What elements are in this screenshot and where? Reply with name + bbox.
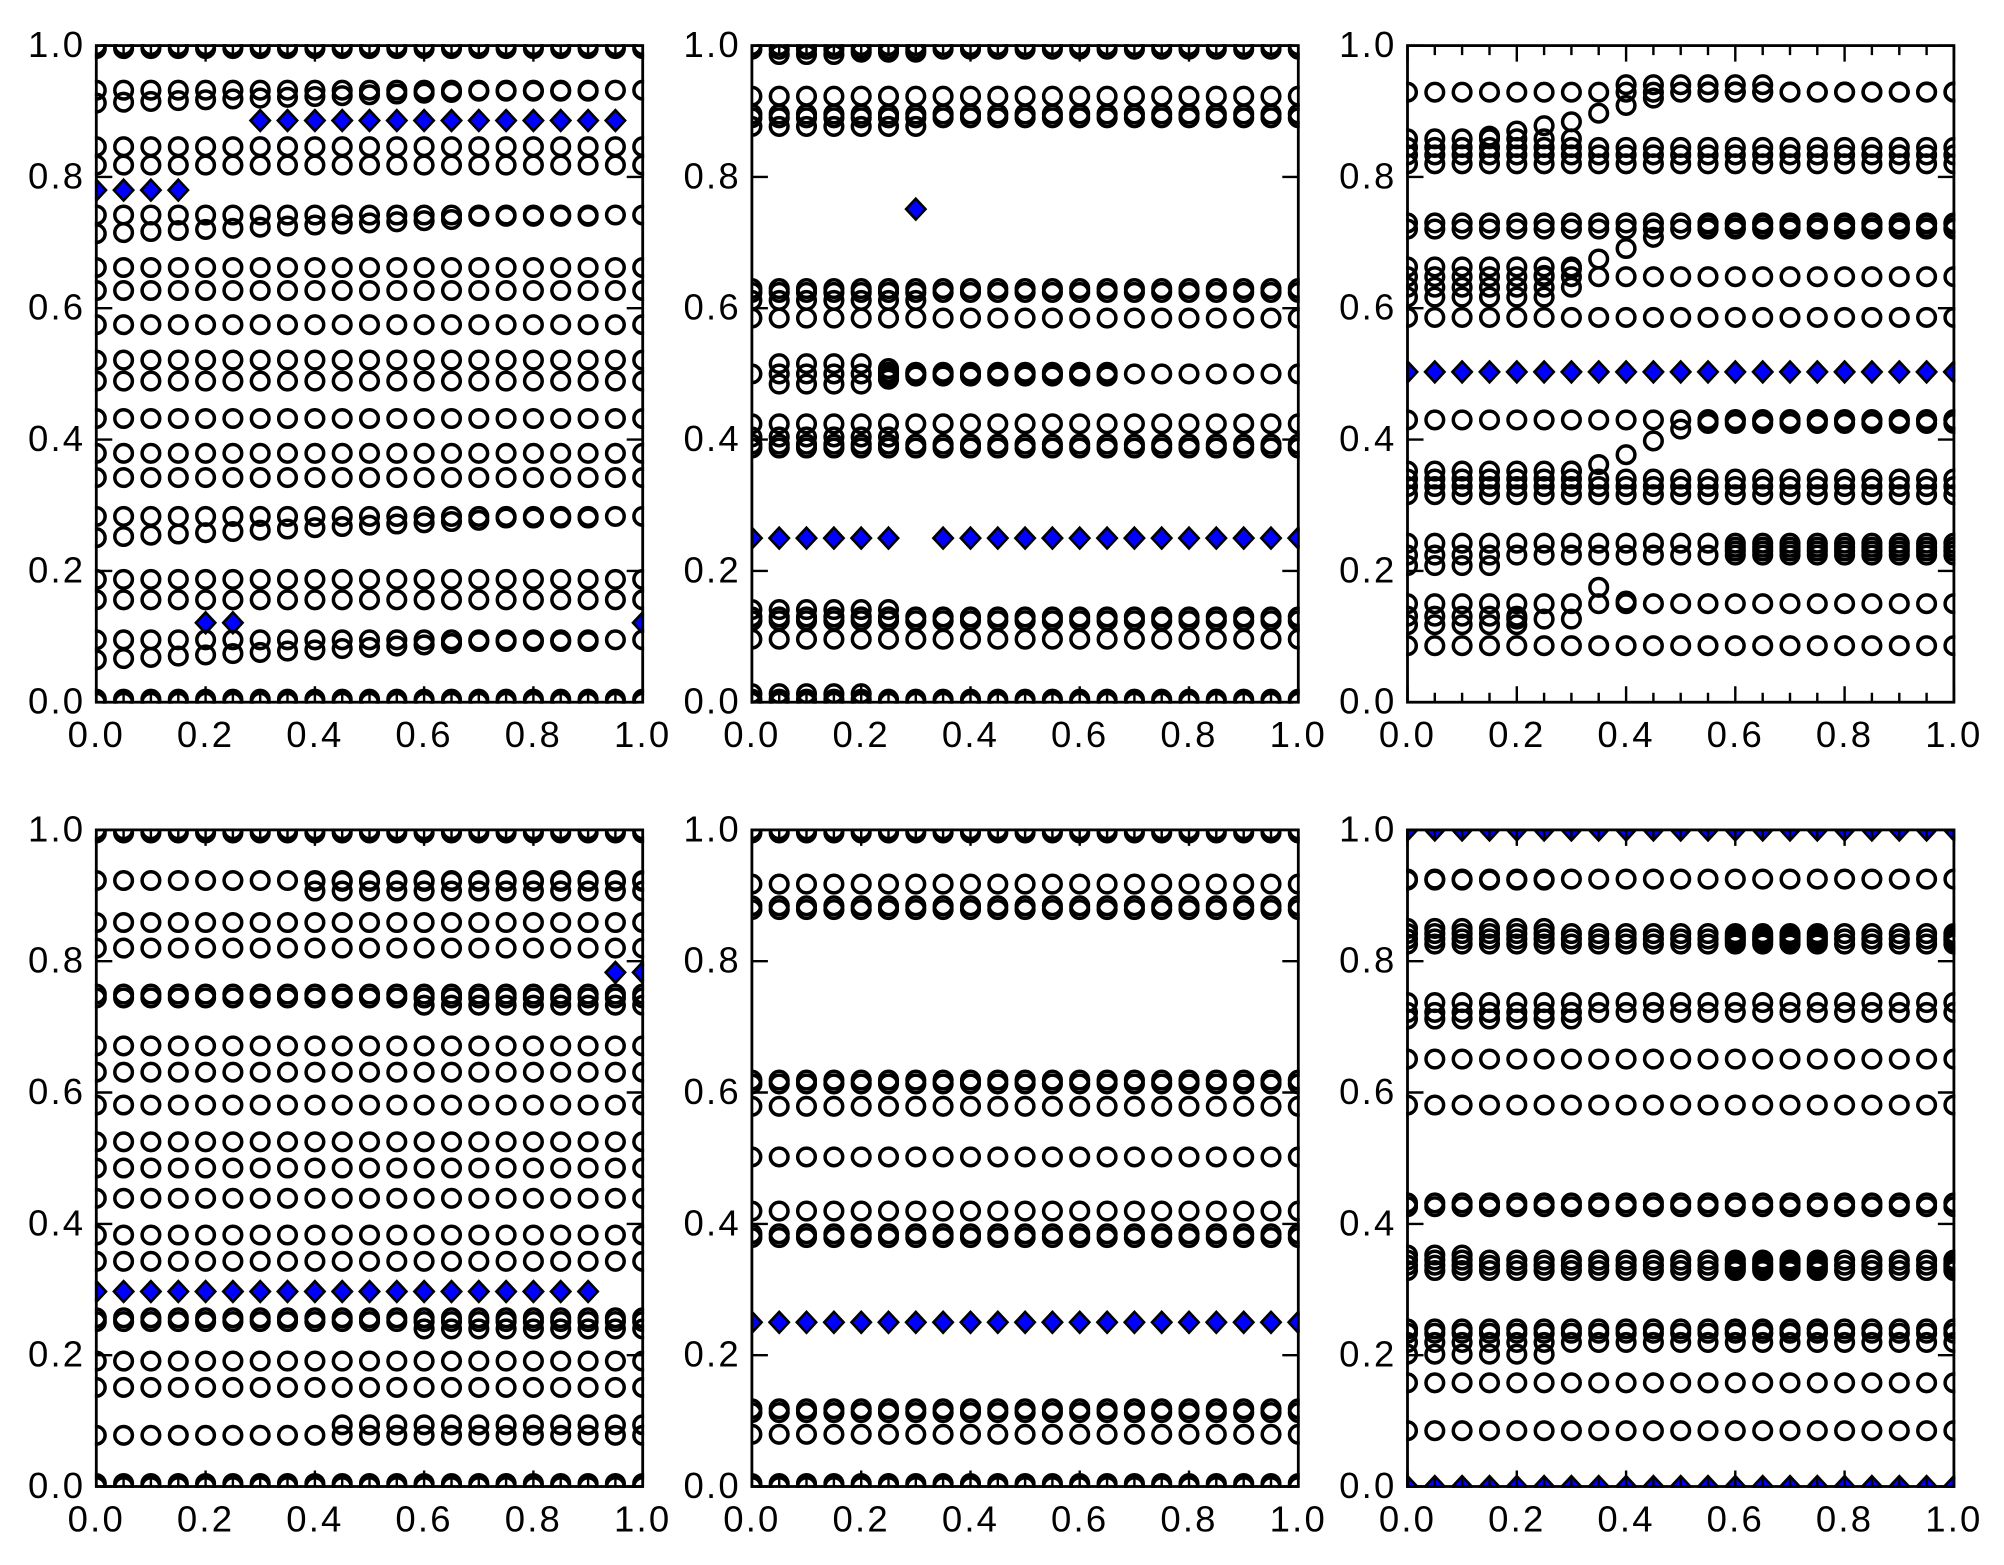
svg-text:0.4: 0.4 bbox=[286, 1499, 343, 1540]
svg-text:0.8: 0.8 bbox=[28, 155, 85, 196]
svg-text:0.8: 0.8 bbox=[1160, 714, 1217, 755]
svg-text:0.4: 0.4 bbox=[684, 1202, 741, 1243]
svg-text:0.2: 0.2 bbox=[1339, 549, 1396, 590]
svg-text:0.8: 0.8 bbox=[28, 940, 85, 981]
svg-text:0.2: 0.2 bbox=[684, 1334, 741, 1375]
svg-text:0.0: 0.0 bbox=[68, 1499, 125, 1540]
svg-text:0.4: 0.4 bbox=[942, 1499, 999, 1540]
svg-text:0.2: 0.2 bbox=[177, 1499, 234, 1540]
svg-text:0.0: 0.0 bbox=[1339, 1465, 1396, 1506]
svg-text:1.0: 1.0 bbox=[1339, 808, 1396, 849]
svg-text:1.0: 1.0 bbox=[1925, 1499, 1982, 1540]
svg-text:0.6: 0.6 bbox=[28, 287, 85, 328]
svg-text:0.2: 0.2 bbox=[28, 1334, 85, 1375]
svg-text:0.0: 0.0 bbox=[723, 1499, 780, 1540]
svg-text:0.0: 0.0 bbox=[1379, 1499, 1436, 1540]
svg-text:1.0: 1.0 bbox=[1925, 714, 1982, 755]
svg-text:0.2: 0.2 bbox=[28, 549, 85, 590]
svg-text:0.2: 0.2 bbox=[177, 714, 234, 755]
svg-text:0.4: 0.4 bbox=[1339, 418, 1396, 459]
svg-text:1.0: 1.0 bbox=[614, 1499, 671, 1540]
svg-text:0.6: 0.6 bbox=[1051, 714, 1108, 755]
svg-text:0.8: 0.8 bbox=[684, 155, 741, 196]
svg-text:0.0: 0.0 bbox=[723, 714, 780, 755]
svg-text:0.0: 0.0 bbox=[28, 1465, 85, 1506]
svg-text:1.0: 1.0 bbox=[614, 714, 671, 755]
svg-text:0.4: 0.4 bbox=[1597, 1499, 1654, 1540]
svg-text:0.4: 0.4 bbox=[28, 1202, 85, 1243]
svg-text:0.4: 0.4 bbox=[1339, 1202, 1396, 1243]
svg-text:0.4: 0.4 bbox=[286, 714, 343, 755]
svg-text:0.6: 0.6 bbox=[28, 1071, 85, 1112]
svg-text:0.4: 0.4 bbox=[942, 714, 999, 755]
svg-text:1.0: 1.0 bbox=[1270, 714, 1327, 755]
svg-text:0.6: 0.6 bbox=[684, 287, 741, 328]
svg-text:0.2: 0.2 bbox=[684, 549, 741, 590]
svg-text:0.0: 0.0 bbox=[28, 681, 85, 722]
svg-text:0.8: 0.8 bbox=[1339, 940, 1396, 981]
svg-text:0.4: 0.4 bbox=[684, 418, 741, 459]
svg-text:0.0: 0.0 bbox=[1379, 714, 1436, 755]
svg-text:1.0: 1.0 bbox=[1339, 24, 1396, 65]
svg-text:0.6: 0.6 bbox=[1339, 287, 1396, 328]
svg-text:0.2: 0.2 bbox=[833, 714, 890, 755]
svg-text:0.2: 0.2 bbox=[1488, 714, 1545, 755]
svg-text:0.8: 0.8 bbox=[684, 940, 741, 981]
svg-text:0.0: 0.0 bbox=[684, 681, 741, 722]
svg-text:0.6: 0.6 bbox=[1051, 1499, 1108, 1540]
svg-text:0.4: 0.4 bbox=[1597, 714, 1654, 755]
svg-text:0.6: 0.6 bbox=[1707, 1499, 1764, 1540]
svg-text:1.0: 1.0 bbox=[684, 808, 741, 849]
svg-text:0.6: 0.6 bbox=[395, 1499, 452, 1540]
svg-text:0.2: 0.2 bbox=[1488, 1499, 1545, 1540]
svg-text:0.0: 0.0 bbox=[1339, 681, 1396, 722]
svg-text:0.8: 0.8 bbox=[1160, 1499, 1217, 1540]
svg-text:0.6: 0.6 bbox=[684, 1071, 741, 1112]
svg-text:0.0: 0.0 bbox=[684, 1465, 741, 1506]
svg-text:0.2: 0.2 bbox=[1339, 1334, 1396, 1375]
svg-text:1.0: 1.0 bbox=[28, 808, 85, 849]
svg-text:0.2: 0.2 bbox=[833, 1499, 890, 1540]
svg-text:1.0: 1.0 bbox=[684, 24, 741, 65]
svg-text:0.8: 0.8 bbox=[505, 1499, 562, 1540]
svg-text:0.8: 0.8 bbox=[1816, 1499, 1873, 1540]
svg-text:0.6: 0.6 bbox=[1339, 1071, 1396, 1112]
svg-text:0.4: 0.4 bbox=[28, 418, 85, 459]
svg-text:0.0: 0.0 bbox=[68, 714, 125, 755]
svg-text:0.8: 0.8 bbox=[1339, 155, 1396, 196]
svg-text:0.8: 0.8 bbox=[505, 714, 562, 755]
svg-text:0.6: 0.6 bbox=[1707, 714, 1764, 755]
svg-text:1.0: 1.0 bbox=[28, 24, 85, 65]
svg-text:1.0: 1.0 bbox=[1270, 1499, 1327, 1540]
svg-text:0.8: 0.8 bbox=[1816, 714, 1873, 755]
svg-text:0.6: 0.6 bbox=[395, 714, 452, 755]
